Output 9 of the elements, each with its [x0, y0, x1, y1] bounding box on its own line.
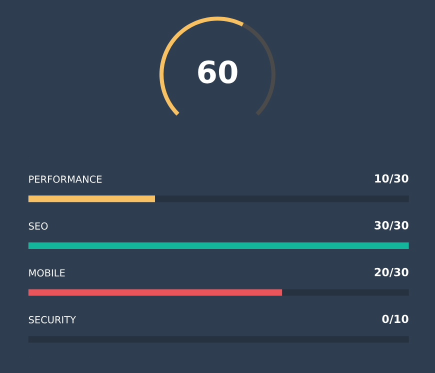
annotation: 20/30	[374, 268, 408, 278]
annotation: 10/30	[375, 174, 408, 184]
data-label: 60	[198, 60, 238, 84]
y-tick-label: SEO	[28, 222, 48, 230]
y-tick-label: SECURITY	[28, 316, 76, 324]
annotation: 0/10	[382, 314, 408, 324]
y-tick-label: PERFORMANCE	[29, 176, 102, 183]
annotation: 30/30	[374, 221, 408, 230]
y-tick-label: MOBILE	[29, 269, 65, 277]
